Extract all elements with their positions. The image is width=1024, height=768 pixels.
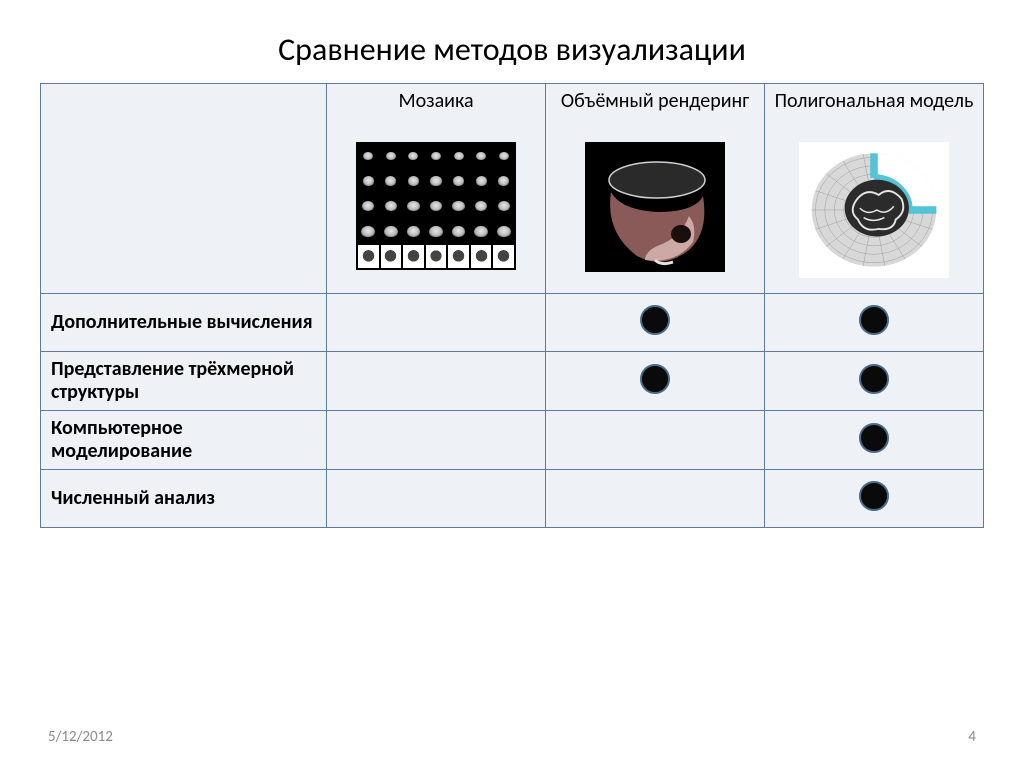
cell	[546, 294, 765, 352]
header-label: Полигональная модель	[765, 90, 983, 136]
cell	[546, 352, 765, 411]
slide-title: Сравнение методов визуализации	[40, 30, 984, 69]
comparison-table: Мозаика Объёмный рендеринг Полигональная…	[40, 83, 984, 528]
dot-icon	[640, 364, 670, 394]
header-col-0: Мозаика	[327, 84, 546, 294]
footer-date: 5/12/2012	[48, 728, 113, 746]
footer-page: 4	[968, 728, 976, 746]
row-label: Компьютерное моделирование	[41, 411, 327, 470]
table-row: Представление трёхмерной структуры	[41, 352, 984, 411]
row-label: Численный анализ	[41, 470, 327, 528]
row-label: Представление трёхмерной структуры	[41, 352, 327, 411]
table-row: Численный анализ	[41, 470, 984, 528]
dot-icon	[859, 481, 889, 511]
dot-icon	[640, 305, 670, 335]
cell	[327, 294, 546, 352]
cell	[765, 294, 984, 352]
thumb-volrender	[585, 142, 725, 272]
thumb-polymodel	[799, 142, 949, 278]
cell	[765, 411, 984, 470]
header-col-2: Полигональная модель	[765, 84, 984, 294]
table-header-row: Мозаика Объёмный рендеринг Полигональная…	[41, 84, 984, 294]
slide-footer: 5/12/2012 4	[48, 728, 976, 746]
cell	[327, 352, 546, 411]
thumb-mosaic	[356, 142, 516, 270]
dot-icon	[859, 305, 889, 335]
cell	[765, 470, 984, 528]
header-empty	[41, 84, 327, 294]
cell	[765, 352, 984, 411]
dot-icon	[859, 423, 889, 453]
table-body: Дополнительные вычисленияПредставление т…	[41, 294, 984, 528]
dot-icon	[859, 364, 889, 394]
cell	[546, 411, 765, 470]
table-row: Дополнительные вычисления	[41, 294, 984, 352]
header-col-1: Объёмный рендеринг	[546, 84, 765, 294]
cell	[327, 411, 546, 470]
cell	[546, 470, 765, 528]
header-label: Мозаика	[327, 90, 545, 136]
row-label: Дополнительные вычисления	[41, 294, 327, 352]
header-label: Объёмный рендеринг	[546, 90, 764, 136]
table-row: Компьютерное моделирование	[41, 411, 984, 470]
cell	[327, 470, 546, 528]
slide: Сравнение методов визуализации Мозаика О…	[0, 0, 1024, 768]
